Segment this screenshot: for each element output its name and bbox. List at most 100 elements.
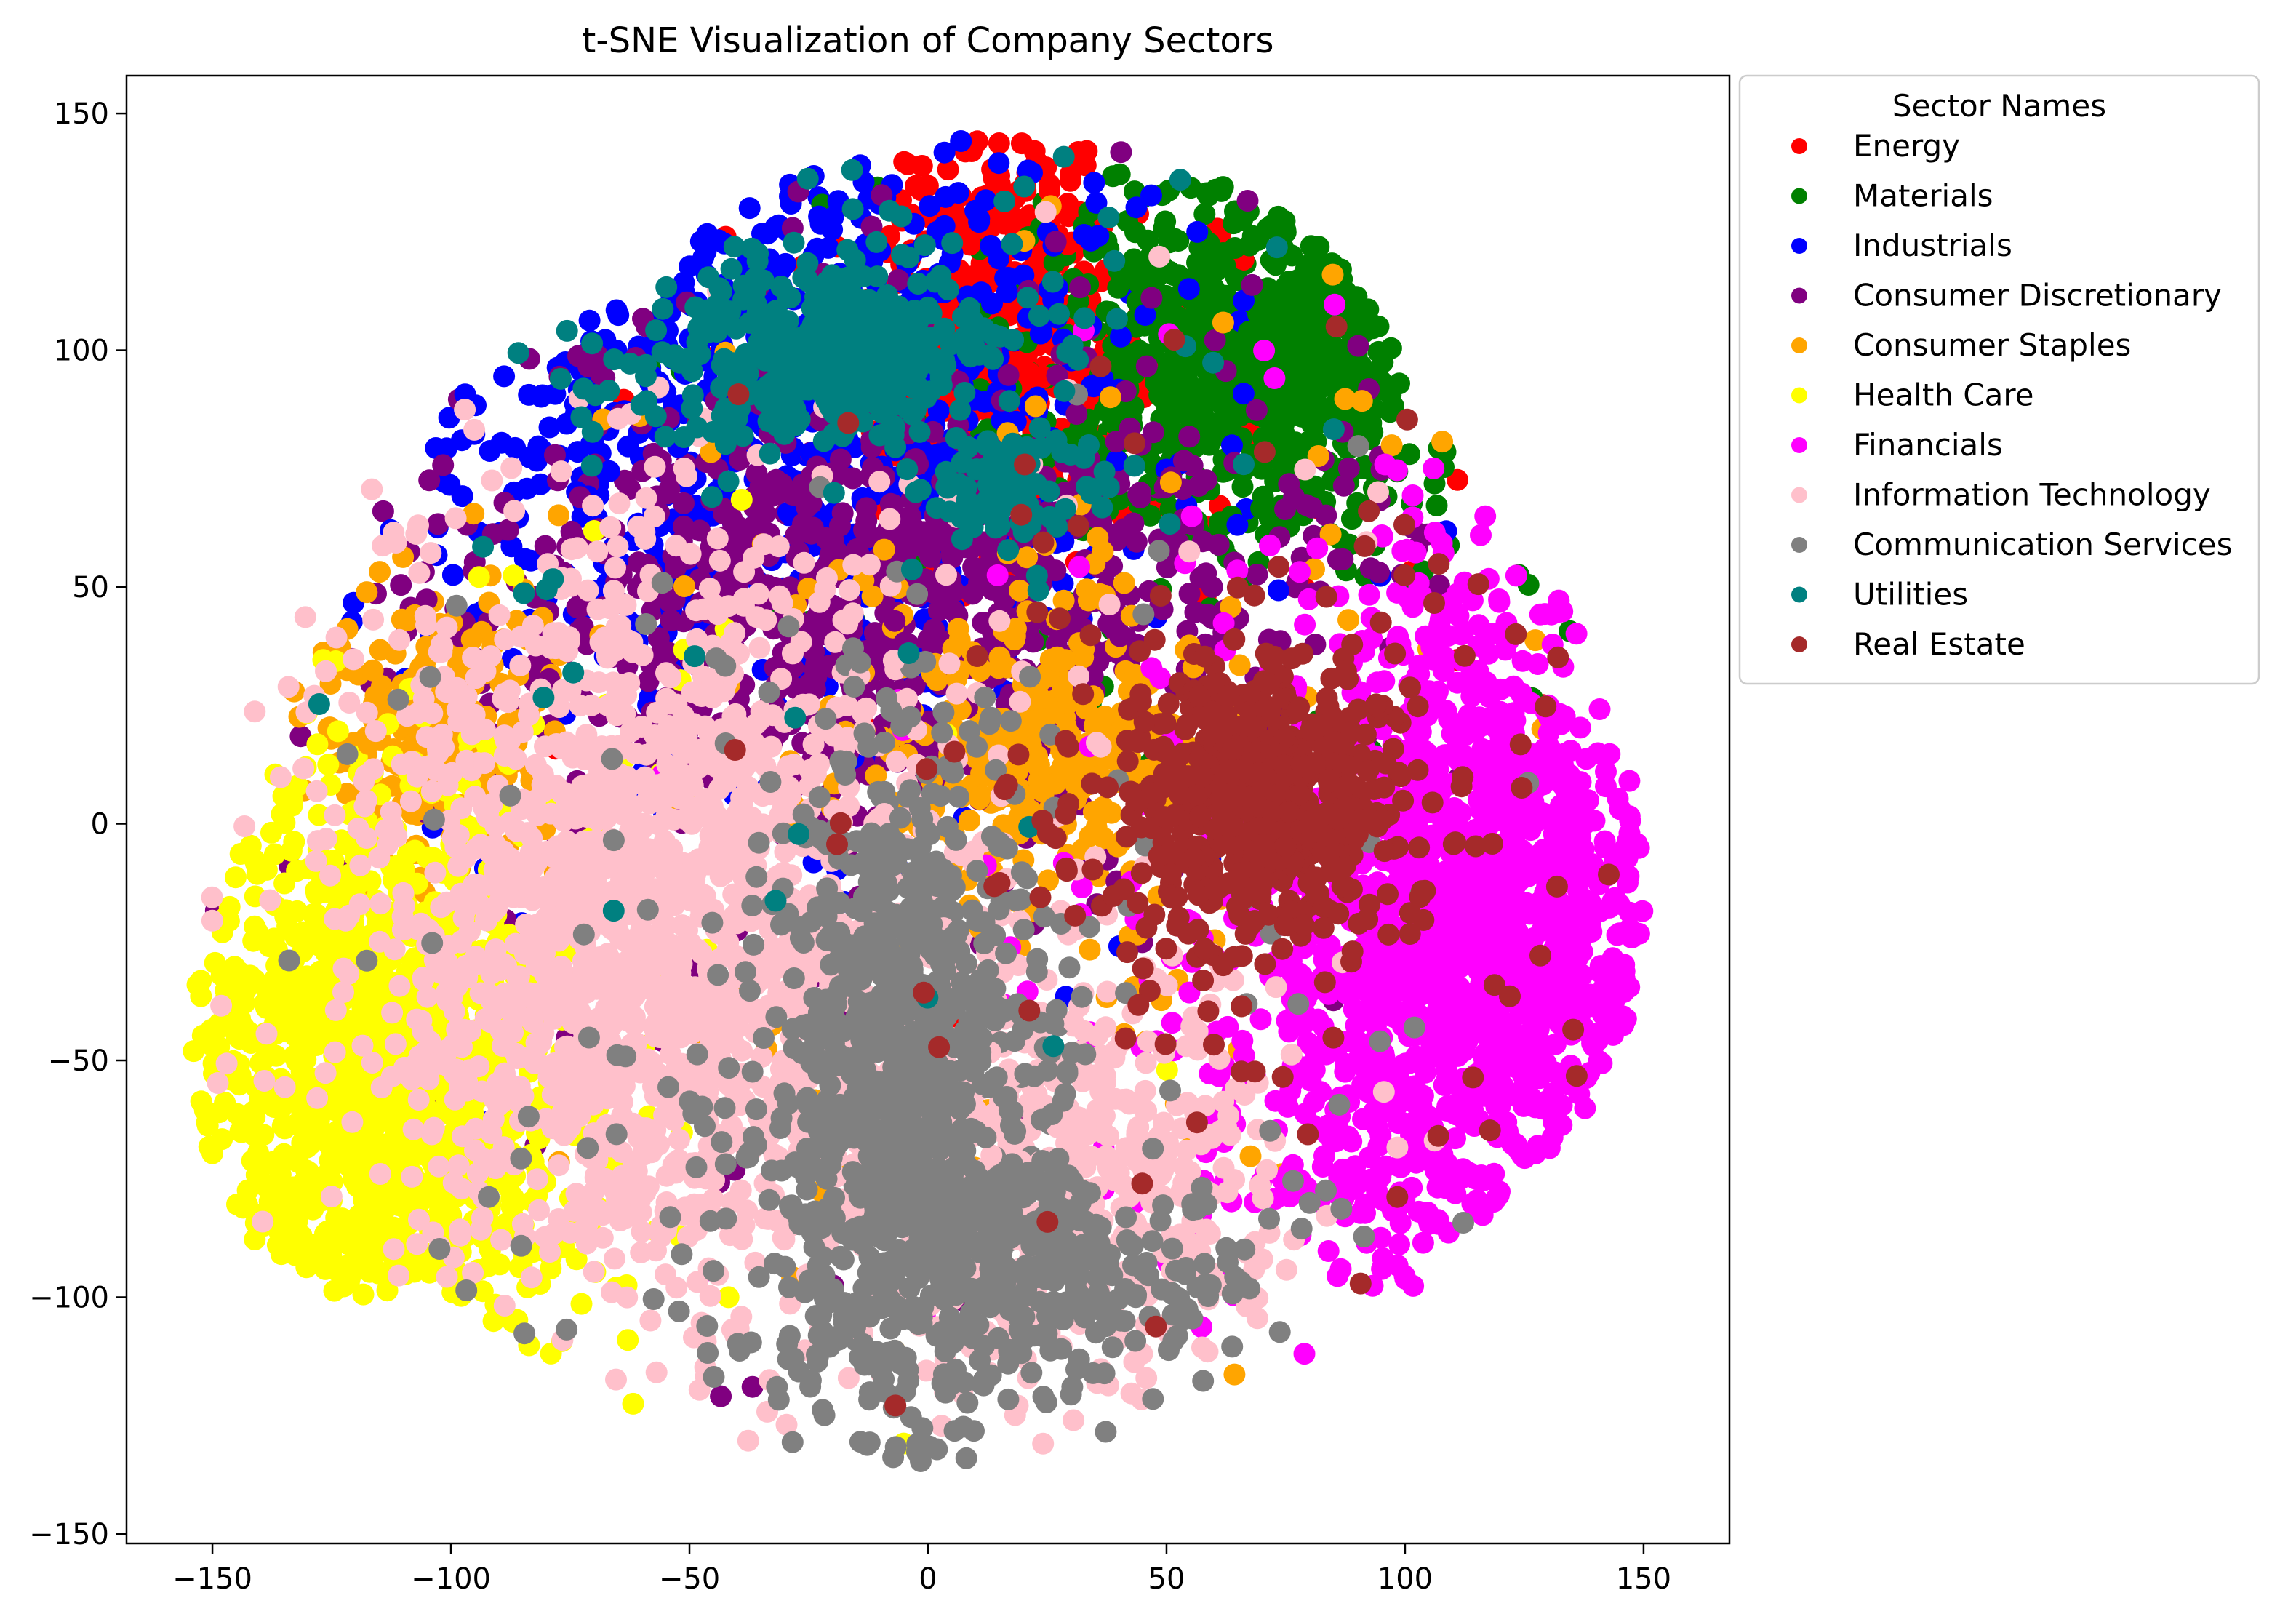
point-health-care bbox=[272, 785, 295, 807]
point-energy bbox=[893, 151, 916, 173]
point-industrials bbox=[1085, 191, 1108, 214]
point-industrials bbox=[617, 435, 639, 458]
point-materials bbox=[1275, 279, 1297, 301]
point-materials bbox=[1199, 247, 1221, 269]
point-consumer-staples bbox=[1113, 572, 1135, 594]
point-industrials bbox=[1226, 514, 1249, 536]
point-industrials bbox=[950, 130, 972, 152]
point-consumer-staples bbox=[1431, 431, 1454, 453]
point-consumer-discretionary bbox=[1069, 276, 1091, 299]
point-health-care bbox=[225, 866, 247, 889]
point-health-care bbox=[570, 1293, 593, 1315]
point-consumer-staples bbox=[1351, 390, 1373, 412]
point-materials bbox=[1290, 405, 1313, 428]
point-consumer-discretionary bbox=[544, 444, 566, 466]
point-materials bbox=[1172, 369, 1194, 391]
point-industrials bbox=[927, 443, 950, 466]
point-consumer-discretionary bbox=[1108, 625, 1131, 647]
point-consumer-discretionary bbox=[710, 1385, 732, 1407]
point-industrials bbox=[538, 416, 561, 439]
point-energy bbox=[988, 132, 1010, 154]
point-materials bbox=[1113, 345, 1135, 368]
point-consumer-discretionary bbox=[390, 574, 412, 596]
point-health-care bbox=[497, 1176, 520, 1199]
point-industrials bbox=[479, 440, 501, 462]
point-materials bbox=[1301, 285, 1324, 308]
point-consumer-staples bbox=[1092, 540, 1114, 563]
point-consumer-discretionary bbox=[1044, 231, 1067, 253]
point-consumer-discretionary bbox=[418, 469, 441, 492]
point-materials bbox=[1361, 317, 1384, 340]
point-materials bbox=[1356, 300, 1378, 322]
point-industrials bbox=[1140, 184, 1162, 207]
point-energy bbox=[1038, 173, 1060, 196]
point-health-care bbox=[306, 733, 329, 756]
point-industrials bbox=[504, 436, 527, 459]
point-materials bbox=[1193, 203, 1216, 225]
point-industrials bbox=[774, 252, 796, 275]
point-consumer-discretionary bbox=[841, 467, 864, 490]
point-materials bbox=[1127, 272, 1150, 295]
point-consumer-discretionary bbox=[1178, 426, 1201, 448]
point-materials bbox=[1148, 384, 1171, 407]
point-materials bbox=[1247, 303, 1269, 325]
point-consumer-discretionary bbox=[741, 516, 764, 538]
point-consumer-discretionary bbox=[1315, 504, 1337, 527]
point-health-care bbox=[263, 1096, 285, 1118]
point-industrials bbox=[935, 185, 957, 208]
point-materials bbox=[1282, 372, 1305, 395]
point-health-care bbox=[359, 1261, 381, 1283]
point-industrials bbox=[933, 215, 956, 237]
point-energy bbox=[1447, 468, 1468, 491]
point-health-care bbox=[271, 1115, 294, 1138]
point-industrials bbox=[988, 152, 1010, 175]
point-consumer-discretionary bbox=[1332, 474, 1355, 497]
point-consumer-discretionary bbox=[1195, 469, 1217, 492]
point-consumer-discretionary bbox=[1327, 548, 1349, 571]
point-materials bbox=[1238, 234, 1260, 257]
point-materials bbox=[1379, 401, 1401, 423]
point-industrials bbox=[567, 441, 589, 463]
point-industrials bbox=[1186, 220, 1209, 243]
point-materials bbox=[1185, 318, 1208, 340]
point-materials bbox=[1304, 475, 1326, 498]
point-industrials bbox=[696, 223, 719, 245]
point-consumer-staples bbox=[1321, 263, 1344, 286]
point-consumer-discretionary bbox=[534, 535, 556, 557]
point-industrials bbox=[1232, 383, 1255, 405]
point-health-care bbox=[214, 1092, 236, 1114]
point-consumer-discretionary bbox=[427, 513, 449, 535]
point-consumer-staples bbox=[673, 575, 695, 597]
point-consumer-discretionary bbox=[1204, 329, 1226, 351]
point-consumer-discretionary bbox=[1274, 498, 1296, 520]
scatter-points bbox=[183, 130, 1654, 1472]
point-consumer-discretionary bbox=[765, 468, 788, 491]
point-industrials bbox=[692, 247, 715, 269]
point-consumer-discretionary bbox=[1178, 583, 1201, 604]
point-industrials bbox=[500, 535, 523, 558]
point-consumer-discretionary bbox=[1428, 574, 1450, 596]
point-industrials bbox=[493, 365, 516, 388]
point-health-care bbox=[305, 1034, 327, 1056]
point-materials bbox=[1198, 434, 1220, 456]
point-industrials bbox=[1134, 304, 1156, 326]
point-consumer-discretionary bbox=[1207, 533, 1230, 556]
point-consumer-staples bbox=[1087, 806, 1109, 828]
point-consumer-discretionary bbox=[829, 514, 851, 537]
point-consumer-discretionary bbox=[1236, 190, 1259, 212]
point-industrials bbox=[441, 564, 464, 586]
point-health-care bbox=[225, 1025, 248, 1047]
point-consumer-staples bbox=[548, 504, 569, 527]
point-materials bbox=[1215, 284, 1237, 307]
point-health-care bbox=[286, 860, 308, 882]
point-industrials bbox=[1267, 579, 1289, 602]
point-materials bbox=[1194, 418, 1217, 440]
point-consumer-discretionary bbox=[1105, 431, 1127, 453]
point-industrials bbox=[980, 235, 1002, 257]
point-industrials bbox=[1221, 434, 1243, 457]
point-health-care bbox=[730, 489, 753, 511]
point-health-care bbox=[231, 1121, 252, 1143]
point-consumer-discretionary bbox=[1295, 494, 1317, 516]
point-materials bbox=[1274, 219, 1297, 241]
point-materials bbox=[1292, 344, 1315, 367]
